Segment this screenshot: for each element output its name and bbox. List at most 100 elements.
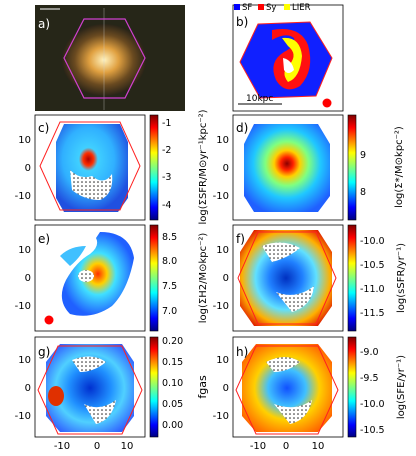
y-tick: 10 (216, 135, 229, 146)
colorbar-title-d: log(Σ*/M⊙kpc⁻²) (394, 126, 405, 208)
panel-c: c) (34, 114, 146, 221)
cbar-e-tick: 8.0 (162, 256, 177, 267)
masked-region (262, 242, 300, 262)
cbar-c-tick: -1 (162, 118, 171, 129)
cbar-h-tick: -10.0 (360, 399, 385, 410)
panel-label-e: e) (38, 232, 50, 246)
cbar-e-tick: 8.5 (162, 232, 177, 243)
cbar-e-tick: 7.5 (162, 281, 177, 292)
cbar-f-tick: -11.0 (360, 284, 385, 295)
colorbar-title-g: fgas (196, 375, 209, 399)
y-tick: -10 (213, 191, 229, 202)
panel-label-h: h) (236, 345, 248, 359)
x-tick: -10 (54, 441, 70, 452)
legend-swatch-lier (284, 4, 290, 10)
scale-bar-label: 10kpc (246, 94, 273, 104)
colorbar-g (149, 336, 159, 438)
y-tick: -10 (15, 191, 31, 202)
colorbar-d (347, 114, 357, 221)
y-tick: 10 (18, 245, 31, 256)
colorbar-title-f: log(sSFR/yr⁻¹) (396, 243, 407, 313)
x-tick: 10 (312, 441, 325, 452)
cbar-f-tick: -10.0 (360, 236, 385, 247)
colorbar-titles: log(ΣSFR/M⊙yr⁻¹kpc⁻²) log(Σ*/M⊙kpc⁻²) lo… (196, 109, 407, 419)
cbar-g-tick: 0.20 (162, 336, 183, 347)
cbar-f-tick: -11.5 (360, 308, 385, 319)
cbar-g-tick: 0.05 (162, 399, 183, 410)
cbar-c-tick: -3 (162, 172, 171, 183)
x-tick: 0 (283, 441, 289, 452)
y-axis-ticks: 10 0 -10 10 0 -10 10 0 -10 10 0 -10 10 0… (15, 135, 229, 422)
x-tick: 0 (94, 441, 100, 452)
ifu-hexagon (63, 18, 146, 99)
masked-region (72, 356, 106, 372)
bpt-hexagon (239, 21, 333, 99)
y-tick: -10 (213, 301, 229, 312)
panel-b: SF Sy LIER 10kpc b) (232, 3, 344, 112)
high-fgas-region (48, 386, 64, 406)
hexagon (37, 345, 143, 435)
cbar-h-tick: -10.5 (360, 425, 385, 436)
colorbar-f (347, 224, 357, 332)
h2-map (61, 232, 134, 316)
colorbar-title-h: log(SFE/yr⁻¹) (396, 355, 407, 419)
panel-label-d: d) (236, 121, 248, 135)
cbar-d-tick: 9 (360, 150, 366, 161)
panel-label-a: a) (38, 17, 50, 31)
masked-region (274, 400, 312, 424)
hexagon (237, 231, 337, 325)
sfe-map (242, 344, 332, 432)
y-tick: 0 (223, 163, 229, 174)
legend-label-sy: Sy (266, 3, 276, 13)
hexagon (235, 345, 339, 435)
bpt-map-sy (272, 29, 311, 90)
y-tick: -10 (15, 411, 31, 422)
legend-label-lier: LIER (292, 3, 311, 13)
legend-swatch-sf (234, 4, 240, 10)
masked-region (266, 357, 300, 372)
panel-label-f: f) (236, 232, 245, 246)
panel-h: h) (232, 336, 344, 438)
panel-label-b: b) (236, 15, 248, 29)
bpt-map-hole (283, 58, 294, 73)
x-tick: 10 (121, 441, 134, 452)
y-tick: 10 (18, 135, 31, 146)
panel-e: e) (34, 224, 146, 332)
y-tick: 0 (25, 163, 31, 174)
y-tick: 0 (25, 273, 31, 284)
hexagon (39, 121, 141, 211)
y-tick: 0 (223, 383, 229, 394)
h2-arm (60, 246, 86, 266)
masked-region (84, 400, 116, 424)
masked-region (276, 286, 314, 312)
cbar-f-tick: -10.5 (360, 260, 385, 271)
y-tick: 10 (216, 245, 229, 256)
colorbar-title-e: log(ΣH2/M⊙kpc⁻²) (198, 233, 209, 324)
panel-f: f) (232, 224, 344, 332)
y-tick: 10 (18, 355, 31, 366)
colorbar-h (347, 336, 357, 438)
stellar-mass-map (244, 124, 330, 212)
y-tick: 0 (223, 273, 229, 284)
cbar-h-tick: -9.5 (360, 373, 379, 384)
colorbar-e (149, 224, 159, 332)
cbar-c-tick: -2 (162, 145, 171, 156)
cbar-c-tick: -4 (162, 200, 171, 211)
cbar-d-tick: 8 (360, 187, 366, 198)
x-tick: -10 (250, 441, 266, 452)
colorbar-title-c: log(ΣSFR/M⊙yr⁻¹kpc⁻²) (198, 109, 209, 224)
panel-g: g) (34, 336, 146, 438)
y-tick: -10 (15, 301, 31, 312)
panel-a: a) (35, 5, 185, 111)
legend-swatch-sy (258, 4, 264, 10)
panel-label-g: g) (38, 345, 50, 359)
x-axis-ticks: -10 0 10 -10 0 10 (54, 441, 325, 452)
cbar-g-tick: 0.00 (162, 420, 183, 431)
y-tick: -10 (213, 411, 229, 422)
panel-d: d) (232, 114, 344, 221)
masked-region (78, 270, 94, 282)
ssfr-map (240, 230, 332, 326)
cbar-g-tick: 0.15 (162, 357, 183, 368)
y-tick: 0 (25, 383, 31, 394)
